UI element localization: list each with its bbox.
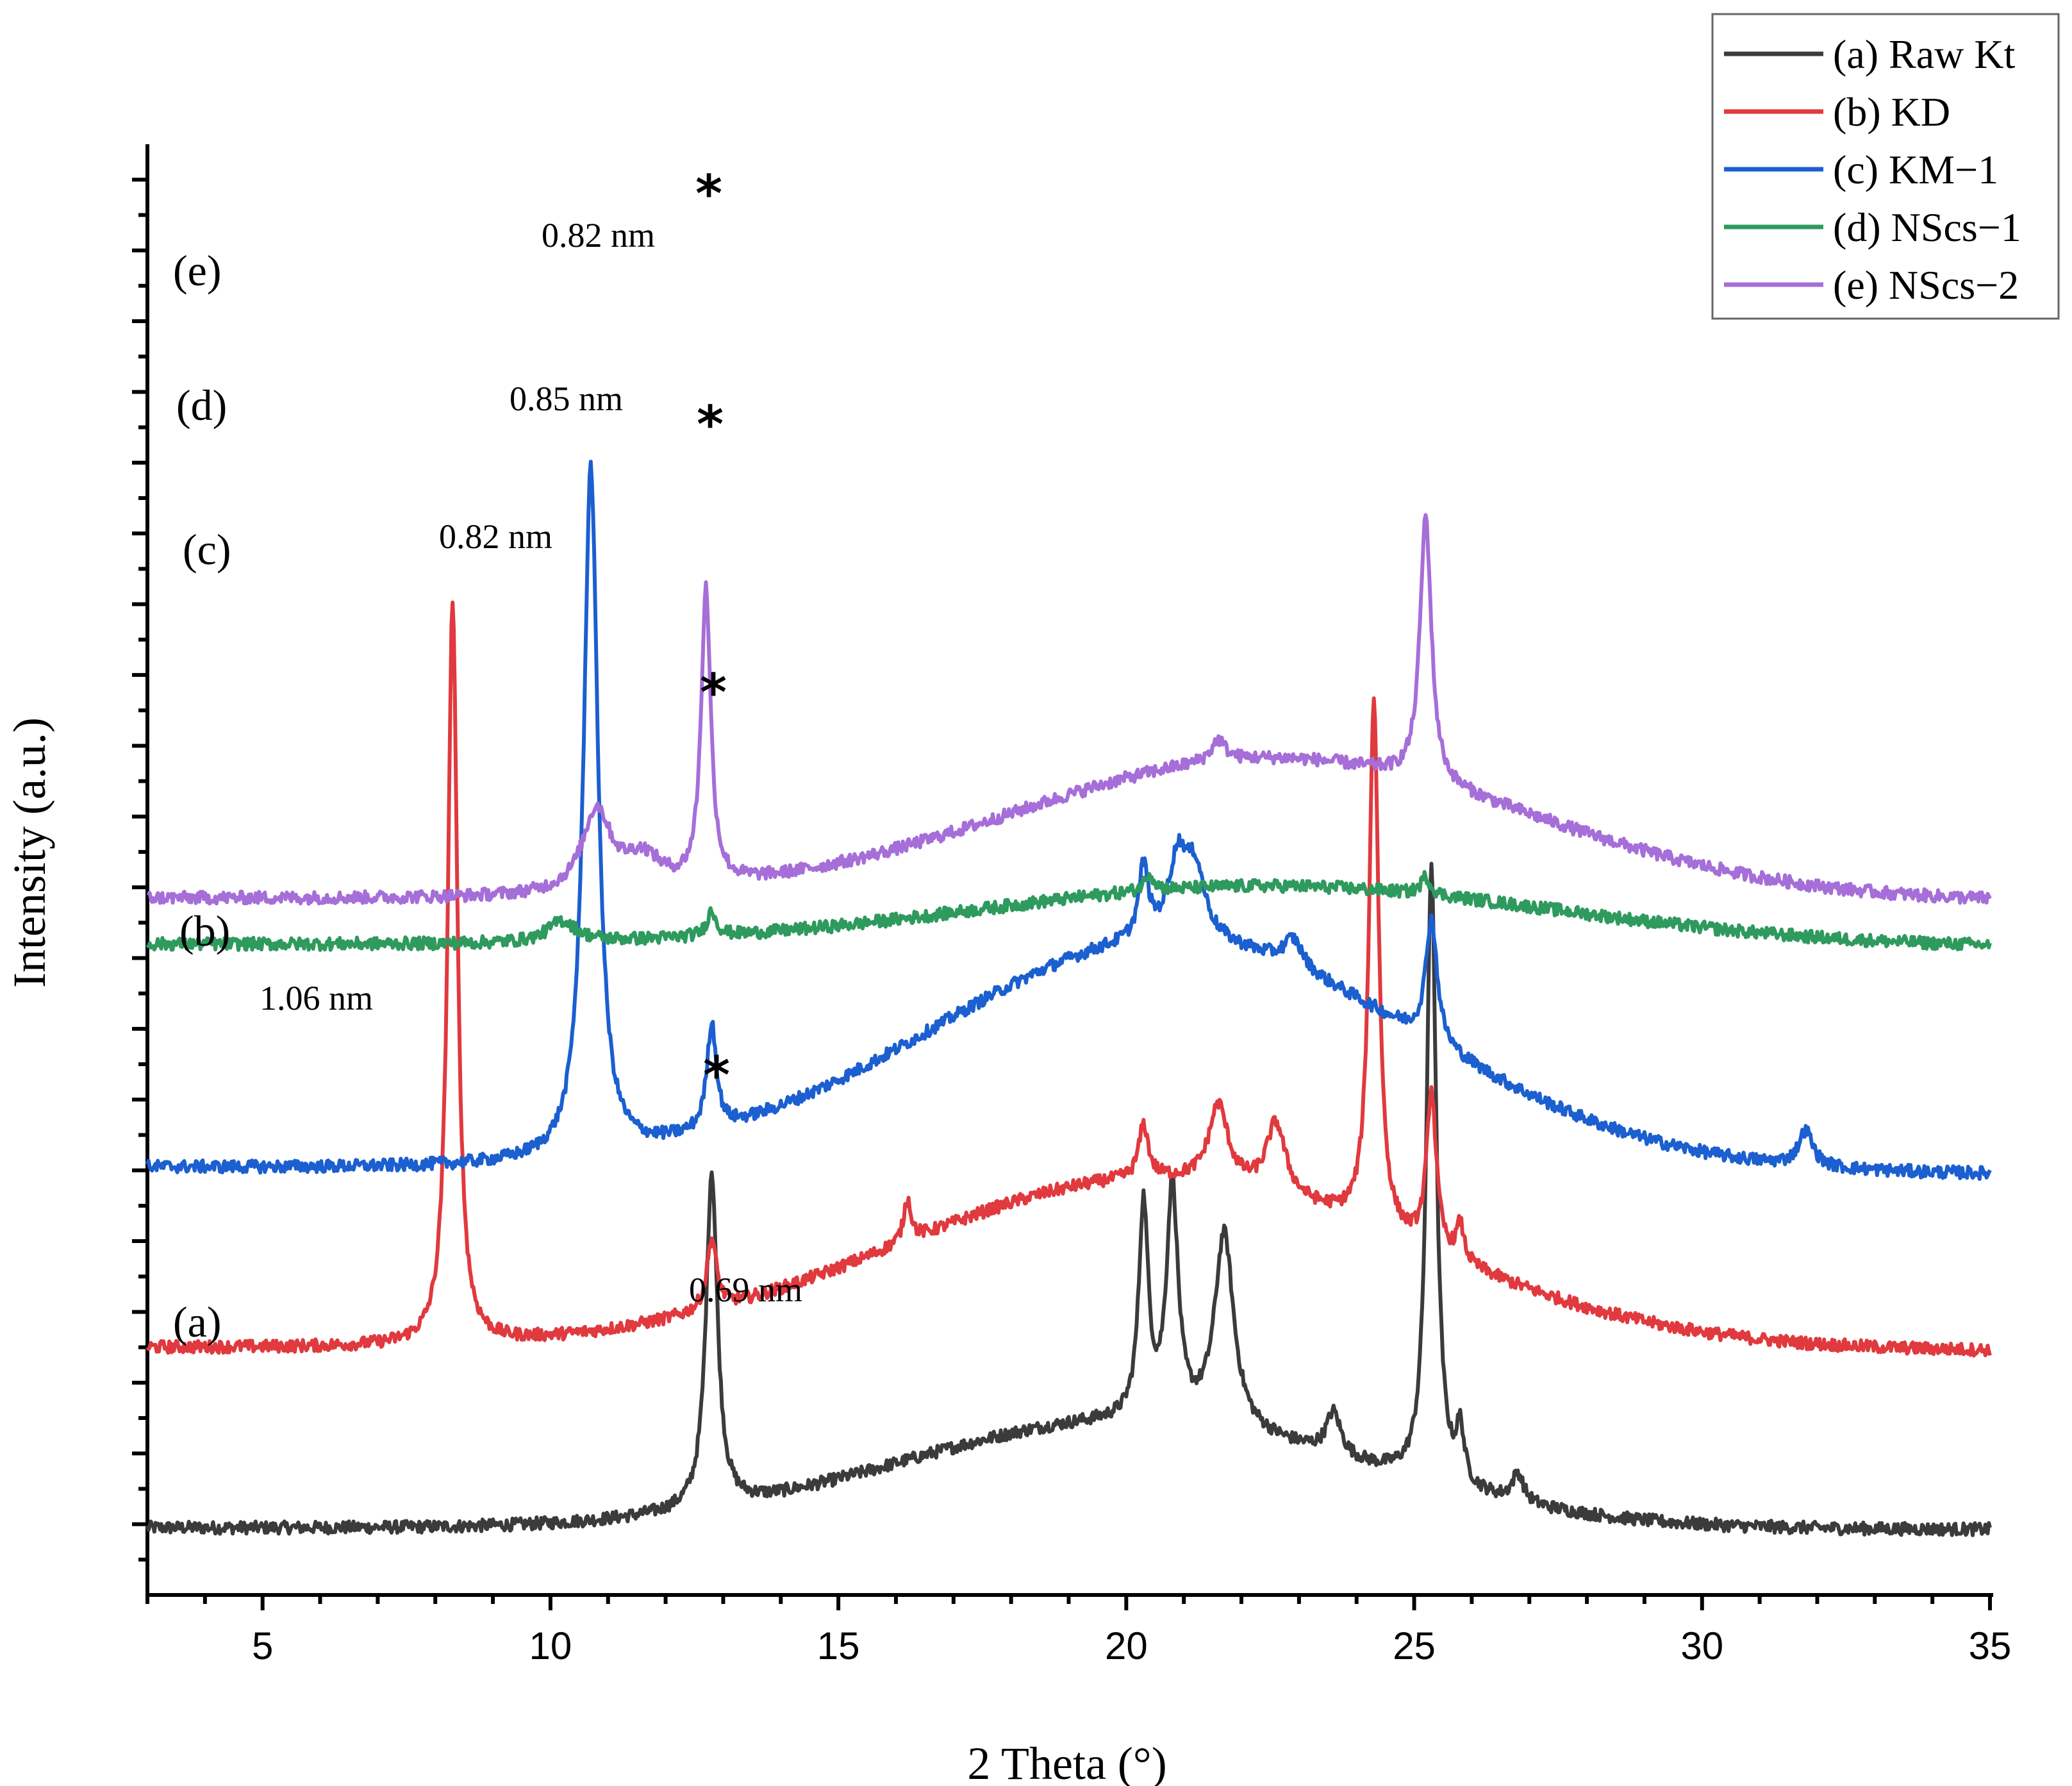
legend-label-c: (c) KM−1 <box>1833 147 1998 192</box>
annotation-e: 0.82 nm <box>542 216 655 255</box>
x-axis-title: 2 Theta (°) <box>967 1738 1166 1786</box>
x-tick-label: 10 <box>529 1624 572 1667</box>
x-tick-label: 35 <box>1969 1624 2012 1667</box>
x-tick-label: 15 <box>817 1624 860 1667</box>
annotation-d: 0.85 nm <box>510 380 623 418</box>
legend-label-e: (e) NScs−2 <box>1833 262 2019 308</box>
legend-label-a: (a) Raw Kt <box>1833 31 2016 77</box>
annotation-a: 0.69 nm <box>689 1271 802 1309</box>
x-tick-label: 25 <box>1393 1624 1436 1667</box>
series-line-a <box>145 862 1992 1537</box>
annotation-c: 0.82 nm <box>439 517 552 556</box>
series-line-e <box>146 513 1992 906</box>
legend-label-d: (d) NScs−1 <box>1833 204 2021 250</box>
curve-label-a: (a) <box>173 1298 221 1346</box>
legend-box <box>1711 13 2060 320</box>
legend-label-b: (b) KD <box>1833 89 1950 135</box>
series-line-c <box>145 460 1992 1181</box>
star-marker-b: * <box>703 1046 730 1105</box>
y-axis-title: Intensity (a.u.) <box>4 717 55 988</box>
star-marker-d: * <box>697 395 724 455</box>
x-tick-label: 5 <box>252 1624 273 1667</box>
annotation-b: 1.06 nm <box>260 979 373 1017</box>
series-line-d <box>145 870 1992 952</box>
curve-label-c: (c) <box>183 525 231 574</box>
curve-label-b: (b) <box>179 906 230 955</box>
legend: (a) Raw Kt (b) KD (c) KM−1 (d) NScs−1 (e… <box>1711 13 2060 320</box>
series-line-b <box>145 600 1992 1358</box>
x-tick-label: 30 <box>1680 1624 1723 1667</box>
curve-label-d: (d) <box>176 381 227 430</box>
series-group <box>145 460 1992 1537</box>
y-axis-ticks <box>132 178 147 1562</box>
x-tick-label: 20 <box>1105 1624 1148 1667</box>
star-marker-c: * <box>700 663 727 722</box>
curve-label-e: (e) <box>173 246 221 295</box>
star-marker-e: * <box>695 164 722 224</box>
x-axis-ticks: 5 10 15 20 25 30 35 <box>145 1595 2012 1667</box>
